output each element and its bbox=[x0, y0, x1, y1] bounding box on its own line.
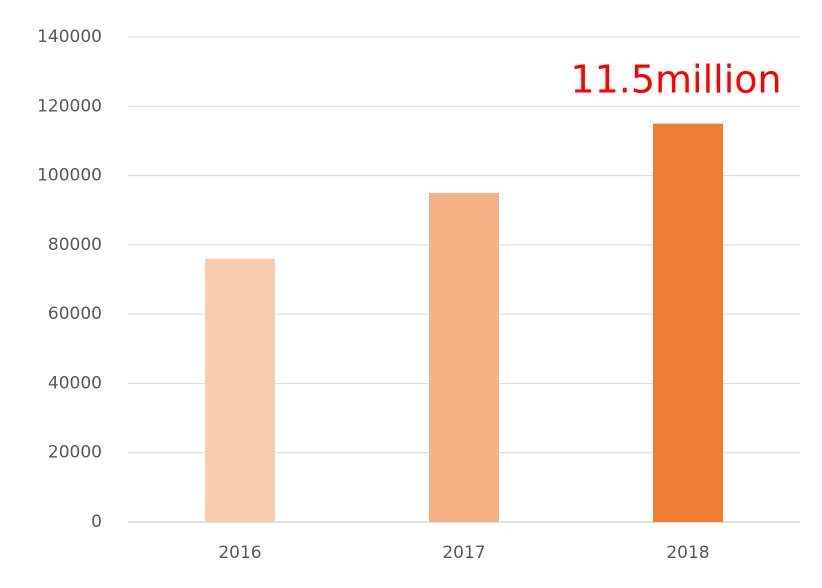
bar bbox=[205, 258, 275, 522]
y-tick-label: 120000 bbox=[37, 96, 102, 116]
y-tick-label: 80000 bbox=[48, 235, 102, 255]
y-tick-label: 100000 bbox=[37, 166, 102, 186]
y-tick-label: 140000 bbox=[37, 27, 102, 47]
bar bbox=[429, 192, 499, 522]
x-tick-label: 2018 bbox=[666, 543, 709, 563]
x-tick-label: 2017 bbox=[442, 543, 485, 563]
bar bbox=[653, 123, 723, 522]
x-tick-label: 2016 bbox=[218, 543, 261, 563]
y-tick-label: 20000 bbox=[48, 443, 102, 463]
y-tick-label: 40000 bbox=[48, 373, 102, 393]
y-tick-label: 0 bbox=[91, 512, 102, 532]
y-tick-label: 60000 bbox=[48, 304, 102, 324]
annotation: 11.5million bbox=[570, 58, 781, 102]
